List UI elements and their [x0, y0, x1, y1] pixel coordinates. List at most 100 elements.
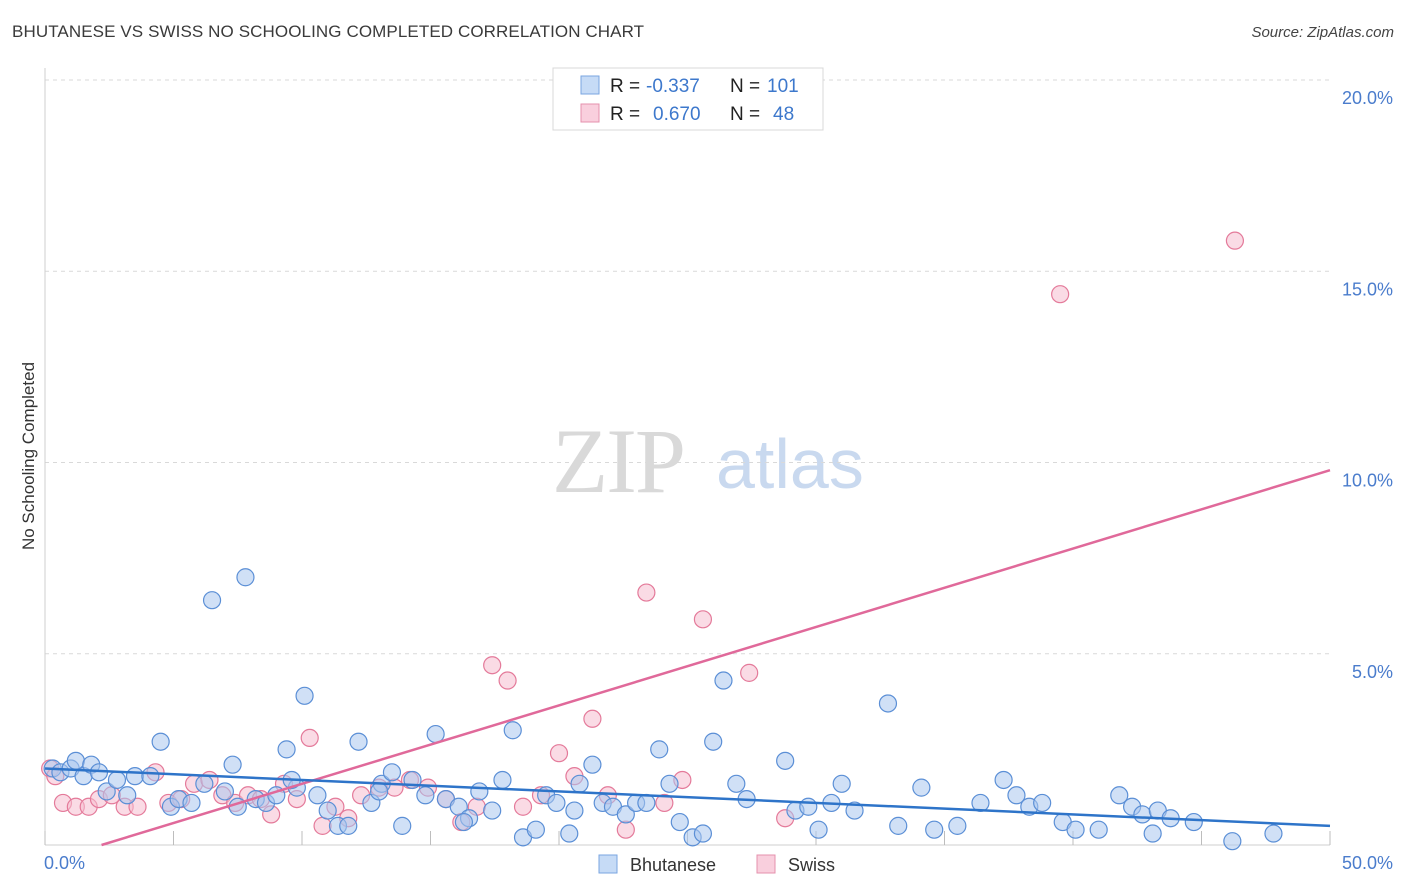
- swiss-point-43: [655, 793, 674, 813]
- bhutanese-point-56: [616, 805, 635, 824]
- bhutanese-point-90: [1133, 805, 1152, 824]
- bhutanese-point-100: [454, 812, 474, 832]
- swiss-point-46: [740, 663, 759, 682]
- swiss-point-33: [483, 656, 502, 675]
- bhutanese-point-7: [97, 782, 116, 801]
- bhutanese-point-65: [714, 671, 733, 690]
- swiss-point-45: [693, 610, 713, 629]
- swiss-point-35: [513, 797, 533, 816]
- series-legend: Bhutanese Swiss: [598, 854, 835, 875]
- y-tick-label-3: 20.0%: [1342, 88, 1393, 108]
- bhutanese-point-15: [182, 793, 201, 813]
- bhutanese-point-59: [650, 740, 669, 759]
- bhutanese-point-73: [832, 774, 851, 793]
- bhutanese-point-12: [151, 732, 170, 751]
- swiss-point-21: [300, 728, 319, 748]
- grid-lines: [45, 79, 1330, 655]
- bhutanese-point-84: [1033, 793, 1052, 813]
- bhutanese-point-64: [704, 732, 723, 751]
- source-label: Source: ZipAtlas.com: [1251, 24, 1394, 41]
- swiss-point-39: [583, 709, 602, 728]
- y-tick-label-0: 5.0%: [1352, 662, 1393, 682]
- x-tick-label-1: 50.0%: [1342, 853, 1393, 873]
- bhutanese-points: [43, 568, 1283, 851]
- bhutanese-point-32: [349, 732, 368, 751]
- bhutanese-point-45: [493, 770, 512, 790]
- legend-r-value-1: -0.337: [646, 76, 700, 97]
- legend-n-label-1: N =: [730, 76, 760, 97]
- swiss-trend-line: [101, 468, 1331, 847]
- axes: [44, 68, 1331, 846]
- bhutanese-point-88: [1110, 786, 1129, 805]
- bhutanese-point-29: [318, 801, 337, 820]
- y-tick-label-1: 10.0%: [1342, 471, 1393, 491]
- bhutanese-point-97: [565, 801, 584, 820]
- bhutanese-point-8: [107, 770, 127, 790]
- bhutanese-point-96: [1264, 824, 1283, 843]
- bhutanese-point-17: [202, 591, 222, 610]
- bhutanese-point-9: [118, 786, 137, 805]
- bhutanese-point-78: [925, 820, 944, 839]
- x-tick-labels: 0.0% 50.0%: [44, 853, 1393, 873]
- bhutanese-point-19: [223, 755, 242, 774]
- trend-lines: [44, 468, 1331, 847]
- bhutanese-point-18: [215, 782, 234, 801]
- bhutanese-point-44: [483, 801, 502, 820]
- swiss-point-34: [498, 671, 517, 690]
- bhutanese-point-25: [277, 740, 296, 759]
- legend-r-label-2: R =: [610, 104, 640, 125]
- swiss-point-49: [1225, 231, 1245, 250]
- bhutanese-point-11: [141, 767, 160, 786]
- bhutanese-point-81: [994, 770, 1013, 790]
- bhutanese-point-95: [1223, 832, 1242, 851]
- legend-r-value-2: 0.670: [653, 104, 701, 125]
- bhutanese-trend-line: [44, 767, 1331, 828]
- bhutanese-point-53: [583, 755, 602, 774]
- bottom-legend-swatch-bhutanese: [598, 854, 618, 874]
- bhutanese-point-10: [125, 767, 145, 786]
- bhutanese-point-43: [470, 782, 489, 801]
- legend-r-label-1: R =: [610, 76, 640, 97]
- bhutanese-point-27: [295, 686, 314, 705]
- bhutanese-point-60: [660, 774, 679, 793]
- bhutanese-point-77: [912, 778, 931, 797]
- legend-swatch-swiss: [580, 103, 600, 123]
- chart-title: BHUTANESE VS SWISS NO SCHOOLING COMPLETE…: [12, 22, 645, 41]
- bhutanese-point-21: [236, 568, 255, 587]
- bhutanese-point-76: [889, 816, 908, 835]
- legend-n-label-2: N =: [730, 104, 760, 125]
- bhutanese-point-31: [339, 816, 358, 835]
- bhutanese-point-68: [776, 751, 795, 770]
- bhutanese-point-58: [637, 793, 656, 813]
- stats-legend: R = -0.337 N = 101 R = 0.670 N = 48: [552, 67, 824, 131]
- bhutanese-point-52: [570, 774, 589, 793]
- legend-n-value-2: 48: [773, 104, 794, 125]
- bottom-legend-swatch-swiss: [756, 854, 776, 874]
- bhutanese-point-51: [560, 824, 579, 843]
- bhutanese-point-46: [503, 721, 522, 740]
- swiss-point-8: [128, 797, 147, 816]
- legend-swatch-bhutanese: [580, 75, 600, 95]
- watermark-zip: ZIP: [552, 410, 684, 512]
- bhutanese-point-48: [526, 820, 545, 839]
- bhutanese-point-36: [393, 816, 412, 835]
- bhutanese-point-50: [547, 793, 566, 813]
- swiss-point-42: [637, 583, 656, 602]
- bhutanese-point-91: [1143, 824, 1162, 843]
- bhutanese-point-79: [948, 816, 967, 835]
- bhutanese-point-86: [1066, 820, 1085, 839]
- bhutanese-point-63: [693, 824, 713, 843]
- bhutanese-point-87: [1089, 820, 1108, 839]
- bhutanese-point-38: [416, 786, 435, 805]
- bhutanese-point-82: [1007, 786, 1026, 805]
- swiss-point-22: [313, 816, 332, 835]
- bhutanese-point-70: [799, 797, 818, 816]
- bhutanese-point-66: [727, 774, 746, 793]
- bhutanese-point-28: [308, 786, 327, 805]
- swiss-point-41: [616, 820, 635, 839]
- bottom-legend-label-bhutanese: Bhutanese: [630, 855, 716, 875]
- swiss-point-48: [1051, 285, 1070, 304]
- bhutanese-point-94: [1184, 812, 1203, 832]
- watermark-atlas: atlas: [716, 425, 864, 503]
